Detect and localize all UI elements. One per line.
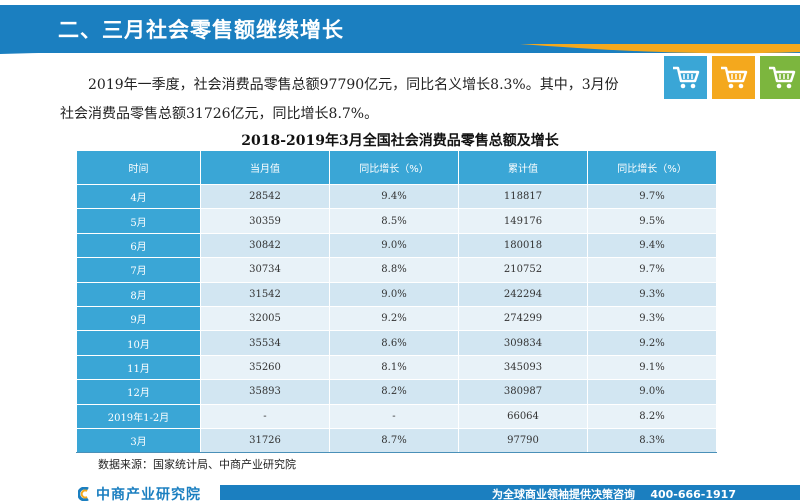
cell-cumulative-value: 345093 bbox=[458, 354, 588, 381]
col-header-monthly-value: 当月值 bbox=[200, 150, 330, 185]
cell-time: 5月 bbox=[76, 208, 201, 234]
paragraph-line-2: 社会消费品零售总额31726亿元，同比增长8.7%。 bbox=[60, 106, 379, 122]
cell-monthly-value: 35893 bbox=[200, 379, 330, 405]
cell-cumulative-value: 380987 bbox=[458, 379, 588, 405]
col-header-cumulative-value: 累计值 bbox=[458, 150, 588, 185]
cell-monthly-value: 31726 bbox=[200, 427, 330, 454]
cell-cumulative-value: 97790 bbox=[458, 427, 588, 454]
table-header-row: 时间 当月值 同比增长（%） 累计值 同比增长（%） bbox=[76, 150, 717, 185]
cell-monthly-value: 30359 bbox=[200, 208, 330, 234]
cart-icon bbox=[712, 56, 755, 99]
cell-monthly-value: 30842 bbox=[200, 232, 330, 259]
cell-cumulative-growth: 9.3% bbox=[587, 305, 717, 332]
col-header-cumulative-growth: 同比增长（%） bbox=[587, 150, 717, 185]
cart-icon-group bbox=[664, 56, 800, 99]
cell-monthly-growth: 8.6% bbox=[329, 330, 459, 356]
cell-monthly-growth: - bbox=[329, 403, 459, 429]
data-source-note: 数据来源：国家统计局、中商产业研究院 bbox=[98, 458, 296, 471]
cell-cumulative-value: 118817 bbox=[458, 183, 588, 210]
cell-cumulative-growth: 9.7% bbox=[587, 257, 717, 283]
cell-cumulative-value: 66064 bbox=[458, 403, 588, 429]
table-row: 9月 32005 9.2% 274299 9.3% bbox=[76, 305, 717, 332]
footer-slogan: 为全球商业领袖提供决策咨询 400-666-1917 bbox=[492, 488, 736, 501]
table-row: 8月 31542 9.0% 242294 9.3% bbox=[76, 281, 717, 307]
cell-monthly-growth: 9.0% bbox=[329, 281, 459, 307]
cell-monthly-value: 35260 bbox=[200, 354, 330, 381]
cell-cumulative-value: 180018 bbox=[458, 232, 588, 259]
cell-monthly-growth: 8.2% bbox=[329, 379, 459, 405]
cart-icon bbox=[664, 56, 707, 99]
table-row: 2019年1-2月 - - 66064 8.2% bbox=[76, 403, 717, 429]
cell-cumulative-growth: 9.0% bbox=[587, 379, 717, 405]
cell-monthly-growth: 9.2% bbox=[329, 305, 459, 332]
cell-monthly-growth: 9.4% bbox=[329, 183, 459, 210]
cell-time: 2019年1-2月 bbox=[76, 403, 201, 429]
cell-cumulative-value: 309834 bbox=[458, 330, 588, 356]
cell-time: 4月 bbox=[76, 183, 201, 210]
cell-monthly-value: 31542 bbox=[200, 281, 330, 307]
cart-icon bbox=[760, 56, 800, 99]
logo-mark-icon bbox=[78, 487, 89, 501]
paragraph-line-1: 2019年一季度，社会消费品零售总额97790亿元，同比名义增长8.3%。其中，… bbox=[88, 77, 619, 93]
footer-logo-background bbox=[0, 483, 220, 500]
cell-time: 12月 bbox=[76, 379, 201, 405]
cell-cumulative-growth: 9.4% bbox=[587, 232, 717, 259]
cell-cumulative-growth: 8.3% bbox=[587, 427, 717, 454]
cell-cumulative-growth: 9.2% bbox=[587, 330, 717, 356]
table-title: 2018-2019年3月全国社会消费品零售总额及增长 bbox=[241, 133, 559, 149]
cell-time: 10月 bbox=[76, 330, 201, 356]
cell-cumulative-growth: 8.2% bbox=[587, 403, 717, 429]
header-wave bbox=[0, 44, 800, 54]
cell-cumulative-growth: 9.1% bbox=[587, 354, 717, 381]
retail-sales-table: 时间 当月值 同比增长（%） 累计值 同比增长（%） 4月 28542 9.4%… bbox=[76, 150, 717, 454]
table-row: 5月 30359 8.5% 149176 9.5% bbox=[76, 208, 717, 234]
cell-cumulative-value: 274299 bbox=[458, 305, 588, 332]
table-row: 4月 28542 9.4% 118817 9.7% bbox=[76, 183, 717, 210]
cell-time: 3月 bbox=[76, 427, 201, 454]
cell-time: 8月 bbox=[76, 281, 201, 307]
cell-time: 6月 bbox=[76, 232, 201, 259]
cell-cumulative-growth: 9.7% bbox=[587, 183, 717, 210]
table-row: 11月 35260 8.1% 345093 9.1% bbox=[76, 354, 717, 381]
table-row: 3月 31726 8.7% 97790 8.3% bbox=[76, 427, 717, 454]
table-row: 7月 30734 8.8% 210752 9.7% bbox=[76, 257, 717, 283]
cell-monthly-value: 35534 bbox=[200, 330, 330, 356]
cell-cumulative-growth: 9.5% bbox=[587, 208, 717, 234]
cell-time: 7月 bbox=[76, 257, 201, 283]
cell-cumulative-growth: 9.3% bbox=[587, 281, 717, 307]
col-header-time: 时间 bbox=[76, 150, 201, 185]
cell-monthly-value: 28542 bbox=[200, 183, 330, 210]
cell-monthly-growth: 8.7% bbox=[329, 427, 459, 454]
cell-monthly-growth: 9.0% bbox=[329, 232, 459, 259]
cell-monthly-growth: 8.1% bbox=[329, 354, 459, 381]
cell-monthly-growth: 8.5% bbox=[329, 208, 459, 234]
footer-logo: 中商产业研究院 bbox=[78, 484, 201, 504]
col-header-monthly-growth: 同比增长（%） bbox=[329, 150, 459, 185]
cell-cumulative-value: 149176 bbox=[458, 208, 588, 234]
table-row: 12月 35893 8.2% 380987 9.0% bbox=[76, 379, 717, 405]
cell-monthly-growth: 8.8% bbox=[329, 257, 459, 283]
cell-monthly-value: 32005 bbox=[200, 305, 330, 332]
cell-time: 11月 bbox=[76, 354, 201, 381]
table-row: 6月 30842 9.0% 180018 9.4% bbox=[76, 232, 717, 259]
cell-monthly-value: - bbox=[200, 403, 330, 429]
cell-cumulative-value: 210752 bbox=[458, 257, 588, 283]
table-row: 10月 35534 8.6% 309834 9.2% bbox=[76, 330, 717, 356]
cell-monthly-value: 30734 bbox=[200, 257, 330, 283]
cell-time: 9月 bbox=[76, 305, 201, 332]
logo-text: 中商产业研究院 bbox=[96, 487, 201, 503]
page-title: 二、三月社会零售额继续增长 bbox=[58, 18, 344, 42]
cell-cumulative-value: 242294 bbox=[458, 281, 588, 307]
